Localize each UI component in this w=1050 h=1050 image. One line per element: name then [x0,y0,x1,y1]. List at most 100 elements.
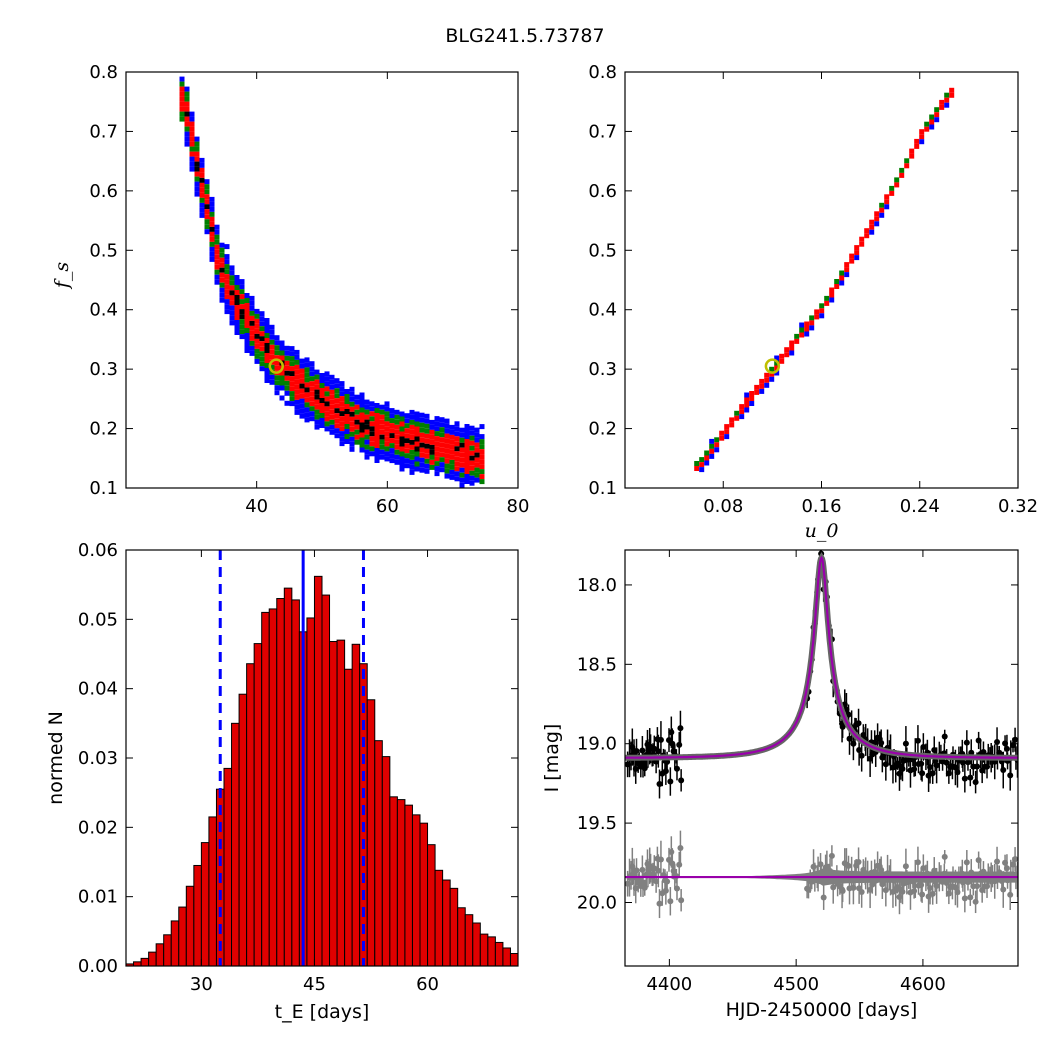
confidence-cell [304,392,310,398]
confidence-cell [834,284,840,289]
confidence-cell [274,375,280,381]
confidence-cell [469,465,475,471]
data-point [941,733,948,740]
y-axis-label-fs: f_s [51,262,73,291]
confidence-cell [464,449,470,454]
confidence-cell [249,295,255,301]
residual-point [899,888,906,895]
confidence-cell [724,424,730,430]
confidence-cell [234,280,240,285]
confidence-cell [349,436,355,442]
residual-point [1012,856,1018,863]
y-tick-label: 0.01 [78,887,118,908]
confidence-cell [324,391,330,397]
confidence-cell [429,459,435,465]
histogram-bar [200,842,210,967]
confidence-cell [339,436,345,442]
data-point [678,777,685,784]
confidence-cell [369,451,375,457]
confidence-cell [239,309,245,315]
confidence-cell [314,404,320,410]
x-tick-label: 4400 [646,974,692,995]
confidence-cell [404,428,410,434]
confidence-cell [374,448,380,453]
confidence-cell [464,429,470,434]
confidence-cell [929,124,935,130]
confidence-cell [409,444,415,450]
confidence-cell [409,449,415,455]
confidence-cell [369,436,375,442]
confidence-cell [714,437,720,443]
confidence-cell [369,446,375,452]
histogram-bar [148,951,157,967]
confidence-cell [744,397,750,403]
confidence-cell [474,432,480,438]
confidence-cell [189,131,195,137]
confidence-cell [244,318,250,323]
confidence-cell [819,303,825,309]
confidence-cell [694,466,700,471]
confidence-cell [204,189,210,195]
confidence-cell [464,464,470,469]
confidence-cell [289,361,295,367]
confidence-cell [349,411,355,417]
confidence-cell [844,267,850,273]
confidence-cell [434,451,440,457]
confidence-cell [409,429,415,435]
confidence-cell [459,442,465,448]
x-tick-label: 0.24 [900,496,940,517]
confidence-cell [329,409,335,415]
confidence-cell [364,414,370,420]
confidence-cell [364,429,370,435]
confidence-cell [319,398,325,403]
confidence-cell [869,229,875,235]
confidence-cell [254,338,260,344]
confidence-cell [299,383,305,389]
histogram-bar [502,947,511,967]
confidence-cell [194,136,200,142]
confidence-cell [709,438,715,444]
confidence-cell [274,345,280,351]
y-tick-label: 0.4 [89,300,118,321]
confidence-cell [374,403,380,408]
confidence-cell [204,214,210,220]
residual-point [632,885,639,892]
x-tick-label: 0.08 [703,496,743,517]
confidence-cell [479,424,485,430]
confidence-cell [234,310,240,315]
confidence-cell [459,472,465,478]
confidence-cell [399,461,405,467]
confidence-cell [754,389,760,395]
confidence-cell [299,368,305,374]
confidence-cell [359,432,365,438]
data-point [677,725,684,732]
data-point [920,743,927,750]
confidence-cell [364,424,370,430]
confidence-cell [289,351,295,357]
confidence-cell [274,380,280,386]
confidence-cell [259,316,265,322]
confidence-cell [319,408,325,413]
confidence-cell [329,424,335,430]
residual-point [871,868,878,875]
confidence-cell [189,161,195,167]
confidence-cell [319,413,325,418]
confidence-cell [474,442,480,448]
data-point [899,765,906,772]
confidence-cell [739,404,745,410]
confidence-cell [429,424,435,430]
confidence-cell [374,443,380,448]
confidence-cell [249,325,255,331]
y-tick-label: 0.7 [89,121,118,142]
confidence-cell [289,381,295,387]
confidence-cell [384,431,390,437]
confidence-cell [349,446,355,452]
data-point [1000,767,1007,774]
confidence-cell [424,438,430,444]
confidence-cell [919,139,925,145]
histogram-bar [291,599,300,967]
confidence-cell [239,299,245,305]
x-tick-label: 45 [303,974,326,995]
confidence-cell [279,345,285,351]
data-point [632,765,639,772]
